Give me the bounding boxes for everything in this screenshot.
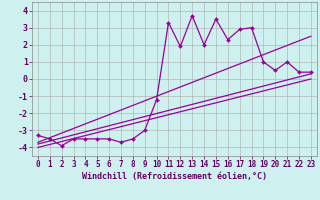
X-axis label: Windchill (Refroidissement éolien,°C): Windchill (Refroidissement éolien,°C) [82, 172, 267, 181]
